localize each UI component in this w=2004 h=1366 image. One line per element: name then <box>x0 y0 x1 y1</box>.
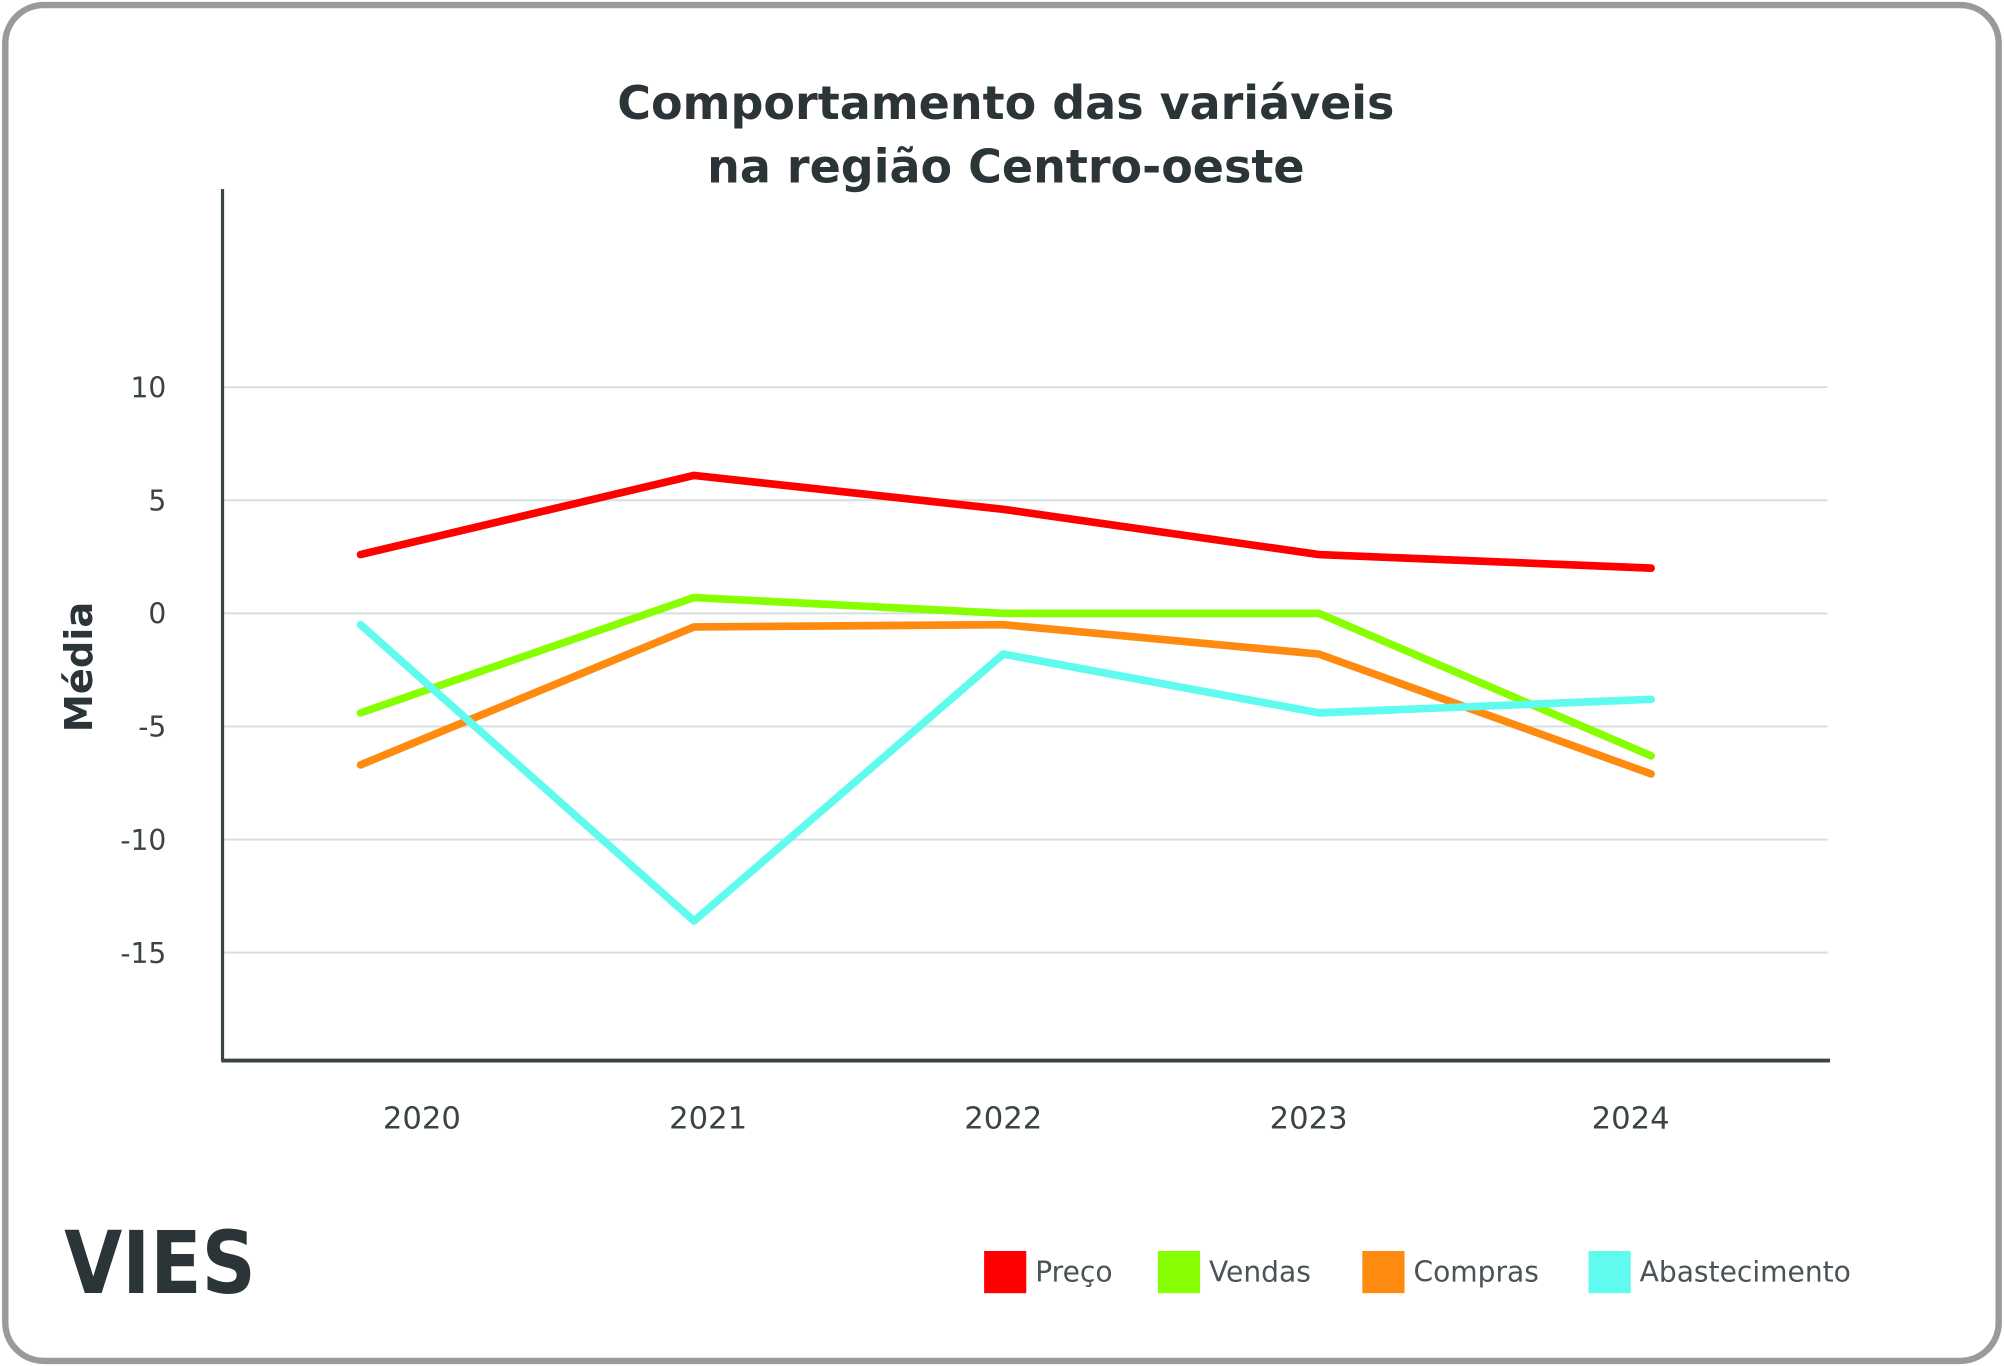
legend-label: Abastecimento <box>1640 1256 1851 1289</box>
legend-label: Preço <box>1035 1256 1112 1289</box>
legend-label: Compras <box>1413 1256 1538 1289</box>
vies-logo: VIES <box>64 1213 256 1314</box>
x-tick-labels: 2020 2021 2022 2023 2024 <box>383 1101 1670 1136</box>
y-tick-label: -5 <box>138 711 166 744</box>
legend-swatch <box>1362 1250 1405 1294</box>
y-tick-label: 5 <box>148 484 166 517</box>
y-axis-label: Média <box>57 602 102 733</box>
x-tick-label: 2021 <box>669 1101 747 1136</box>
y-tick-label: 10 <box>131 371 167 404</box>
y-tick-label: 0 <box>148 598 166 631</box>
chart-title-line2: na região Centro-oeste <box>707 140 1304 194</box>
x-tick-label: 2023 <box>1270 1101 1348 1136</box>
y-tick-label: -10 <box>120 824 166 857</box>
legend-label: Vendas <box>1209 1256 1311 1289</box>
legend: Preço Vendas Compras Abastecimento <box>984 1250 1851 1294</box>
legend-swatch <box>984 1250 1027 1294</box>
y-tick-labels: 10 5 0 -5 -10 -15 <box>120 371 166 969</box>
x-tick-label: 2024 <box>1592 1101 1670 1136</box>
y-tick-label: -15 <box>120 937 166 970</box>
chart-title-line1: Comportamento das variáveis <box>617 76 1394 130</box>
legend-swatch <box>1157 1250 1201 1294</box>
series-lines <box>356 471 1655 925</box>
legend-swatch <box>1588 1250 1631 1294</box>
x-tick-label: 2022 <box>964 1101 1042 1136</box>
x-tick-label: 2020 <box>383 1101 461 1136</box>
